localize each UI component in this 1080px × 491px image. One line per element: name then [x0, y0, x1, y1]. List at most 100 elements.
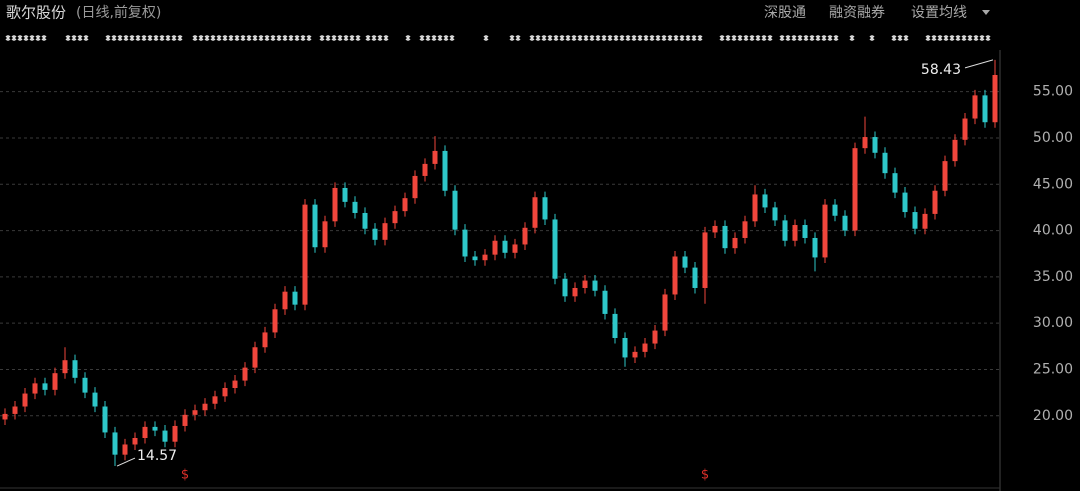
- candle-body: [392, 211, 398, 224]
- menu-item[interactable]: 设置均线: [911, 5, 967, 21]
- event-marker: [803, 35, 809, 41]
- event-marker: [931, 35, 937, 41]
- y-tick-label: 55.00: [1033, 84, 1073, 100]
- event-marker: [755, 35, 761, 41]
- event-marker: [737, 35, 743, 41]
- menu-item[interactable]: 融资融券: [829, 5, 885, 21]
- dropdown-icon[interactable]: [982, 10, 990, 15]
- event-marker: [673, 35, 679, 41]
- event-marker: [815, 35, 821, 41]
- candle-body: [542, 197, 548, 220]
- candle-body: [902, 192, 908, 213]
- event-marker: [743, 35, 749, 41]
- candle-body: [12, 406, 18, 414]
- event-marker: [405, 35, 411, 41]
- event-marker: [565, 35, 571, 41]
- event-icon[interactable]: $: [181, 468, 189, 483]
- event-marker: [294, 35, 300, 41]
- candle-body: [182, 414, 188, 426]
- event-marker: [601, 35, 607, 41]
- candle-body: [32, 383, 38, 394]
- event-marker: [619, 35, 625, 41]
- candle-body: [872, 137, 878, 153]
- candle-body: [272, 309, 278, 333]
- event-marker: [749, 35, 755, 41]
- event-marker: [216, 35, 222, 41]
- candle-body: [42, 383, 48, 390]
- candle-body: [222, 387, 228, 397]
- event-marker: [691, 35, 697, 41]
- candle-body: [932, 190, 938, 214]
- candle-body: [232, 380, 238, 388]
- menu-item[interactable]: 深股通: [764, 5, 806, 21]
- event-marker: [198, 35, 204, 41]
- event-marker: [571, 35, 577, 41]
- event-marker: [192, 35, 198, 41]
- candle-body: [952, 139, 958, 162]
- candle-body: [962, 118, 968, 140]
- event-marker: [577, 35, 583, 41]
- event-marker: [325, 35, 331, 41]
- candle-body: [782, 220, 788, 241]
- y-tick-label: 40.00: [1033, 223, 1073, 239]
- candle-body: [312, 204, 318, 248]
- candle-body: [22, 393, 28, 407]
- candle-body: [682, 256, 688, 268]
- event-marker: [29, 35, 35, 41]
- event-marker: [547, 35, 553, 41]
- event-marker: [679, 35, 685, 41]
- event-marker: [171, 35, 177, 41]
- candle-body: [712, 225, 718, 233]
- candle-body: [72, 360, 78, 378]
- candle-body: [482, 254, 488, 261]
- candle-body: [282, 291, 288, 310]
- candle-body: [922, 213, 928, 229]
- candle-body: [142, 426, 148, 438]
- event-marker: [105, 35, 111, 41]
- event-marker: [595, 35, 601, 41]
- event-marker: [264, 35, 270, 41]
- event-marker: [731, 35, 737, 41]
- event-marker: [449, 35, 455, 41]
- event-marker: [667, 35, 673, 41]
- event-marker: [319, 35, 325, 41]
- candle-body: [472, 256, 478, 261]
- candle-body: [252, 347, 258, 368]
- event-marker: [123, 35, 129, 41]
- event-marker: [177, 35, 183, 41]
- candle-body: [432, 150, 438, 164]
- candle-body: [2, 413, 8, 420]
- candle-body: [382, 223, 388, 240]
- event-marker: [246, 35, 252, 41]
- event-marker: [419, 35, 425, 41]
- event-marker: [589, 35, 595, 41]
- candle-body: [362, 212, 368, 229]
- candle-body: [512, 244, 518, 253]
- event-marker: [719, 35, 725, 41]
- candle-body: [662, 294, 668, 331]
- candle-body: [172, 425, 178, 442]
- candle-body: [202, 403, 208, 411]
- event-marker: [613, 35, 619, 41]
- event-marker: [300, 35, 306, 41]
- event-icon[interactable]: $: [701, 468, 709, 483]
- candle-body: [592, 280, 598, 291]
- y-tick-label: 20.00: [1033, 408, 1073, 424]
- event-marker: [559, 35, 565, 41]
- candle-body: [992, 75, 998, 123]
- candle-body: [812, 237, 818, 258]
- y-tick-label: 45.00: [1033, 176, 1073, 192]
- event-marker: [331, 35, 337, 41]
- candle-body: [562, 278, 568, 297]
- candle-body: [352, 201, 358, 213]
- event-marker: [371, 35, 377, 41]
- event-marker: [849, 35, 855, 41]
- event-marker: [135, 35, 141, 41]
- event-marker: [955, 35, 961, 41]
- event-marker: [973, 35, 979, 41]
- event-marker: [903, 35, 909, 41]
- event-marker: [129, 35, 135, 41]
- candle-body: [632, 351, 638, 358]
- event-marker: [529, 35, 535, 41]
